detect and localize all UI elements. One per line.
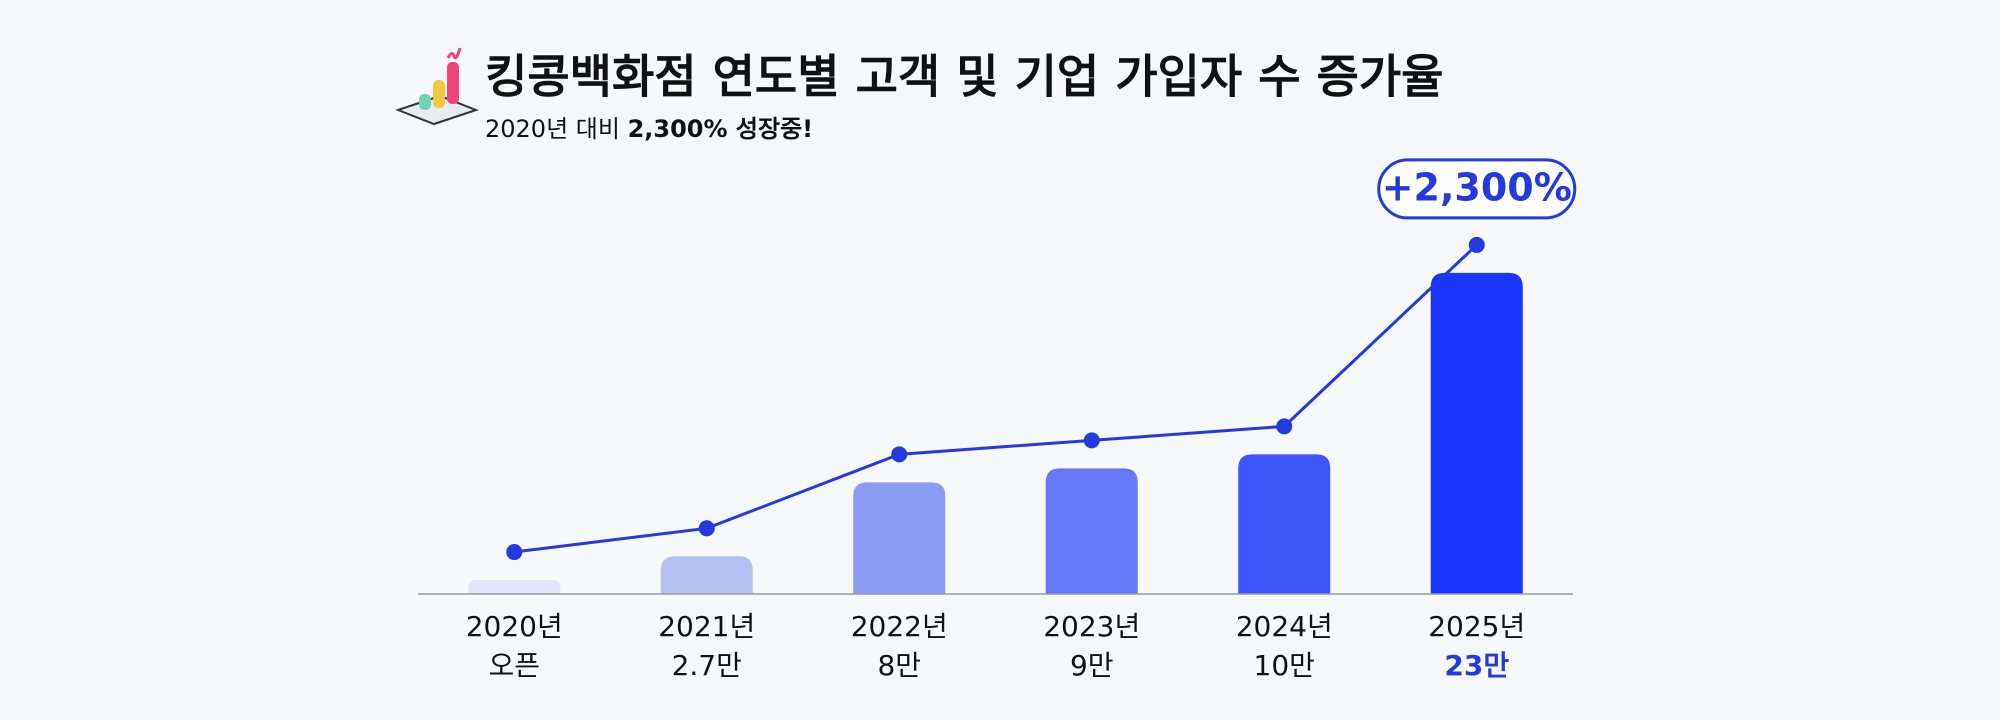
bar — [660, 556, 753, 594]
bar — [1430, 272, 1523, 594]
annotation: +2,300% — [1382, 165, 1572, 209]
x-tick-label: 2025년 — [1428, 610, 1525, 643]
x-tick-label: 2022년 — [851, 610, 948, 643]
x-tick-label: 2021년 — [658, 610, 755, 643]
x-tick-label: 2020년 — [466, 610, 563, 643]
trend-line — [514, 243, 1478, 554]
subtitle: 2020년 대비 2,300% 성장중! — [485, 115, 813, 143]
x-tick-label: 2024년 — [1236, 610, 1333, 643]
value-label: 8만 — [877, 649, 921, 682]
trend-point — [1468, 236, 1485, 253]
trend-point — [1276, 418, 1293, 435]
trend-point — [891, 446, 908, 463]
bar — [1045, 468, 1138, 594]
value-label: 2.7만 — [672, 649, 742, 682]
value-label: 오픈 — [488, 649, 540, 682]
trend-point — [698, 520, 715, 537]
chart-title: 킹콩백화점 연도별 고객 및 기업 가입자 수 증가율 — [485, 50, 1444, 104]
subtitle-highlight: 2,300% 성장중! — [628, 115, 814, 143]
x-tick-label: 2023년 — [1043, 610, 1140, 643]
chart-icon — [395, 47, 479, 126]
subtitle-prefix: 2020년 대비 — [485, 115, 620, 143]
bar — [1238, 454, 1331, 594]
trend-point — [506, 544, 523, 561]
value-label: 9만 — [1070, 649, 1114, 682]
bar — [853, 482, 946, 594]
bar — [468, 580, 561, 594]
value-label: 10만 — [1254, 649, 1315, 682]
trend-point — [1083, 432, 1100, 449]
value-label: 23만 — [1444, 649, 1509, 682]
annotation-badge — [1377, 158, 1577, 220]
